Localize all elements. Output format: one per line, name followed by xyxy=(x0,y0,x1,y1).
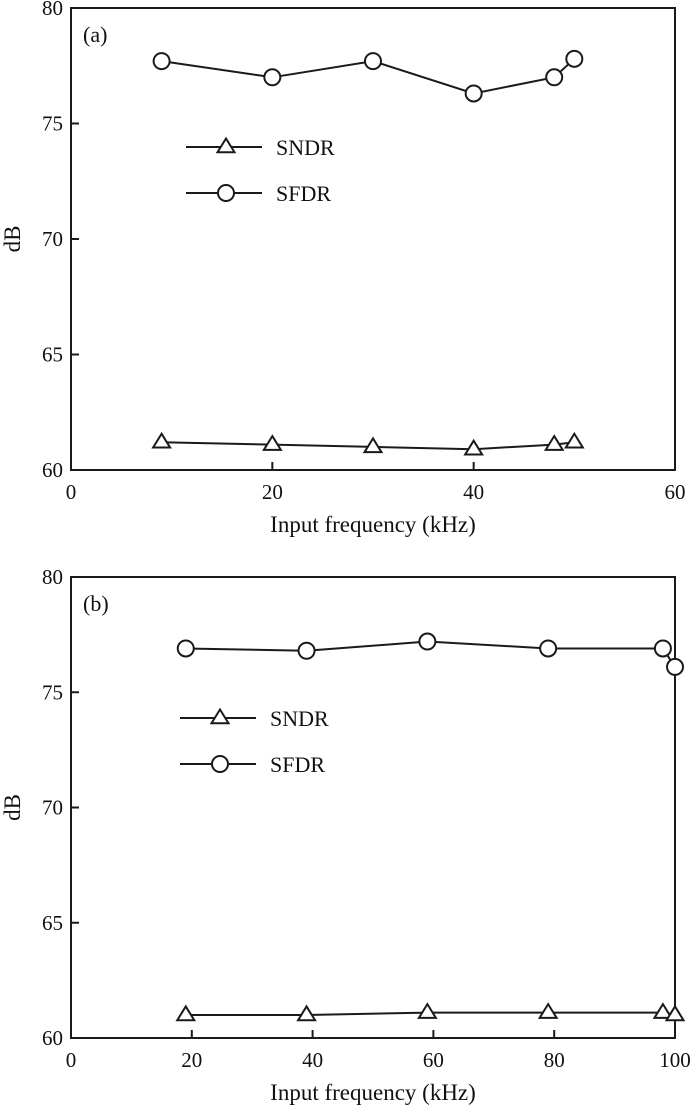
y-axis-label: dB xyxy=(0,226,25,253)
y-tick-label: 65 xyxy=(42,343,63,367)
y-tick-label: 75 xyxy=(42,680,63,704)
x-tick-label: 80 xyxy=(544,1048,565,1072)
legend-marker-sndr xyxy=(215,136,237,154)
x-tick-label: 60 xyxy=(665,480,686,504)
data-point-sfdr xyxy=(545,68,564,87)
data-point-sfdr xyxy=(666,657,684,676)
data-point-sndr xyxy=(417,1002,438,1019)
y-axis-label: dB xyxy=(0,794,25,821)
legend-label: SNDR xyxy=(270,706,329,731)
legend-label: SFDR xyxy=(276,181,331,206)
y-tick-label: 60 xyxy=(42,1026,63,1050)
data-point-sndr xyxy=(296,1004,317,1022)
series-sfdr xyxy=(152,49,584,103)
data-point-sfdr xyxy=(263,68,282,87)
data-point-sfdr xyxy=(539,639,558,658)
series-sndr xyxy=(151,431,585,456)
legend-item-sfdr: SFDR xyxy=(186,181,331,206)
y-tick-label: 75 xyxy=(42,112,63,136)
data-point-sndr xyxy=(652,1002,674,1019)
y-tick-label: 60 xyxy=(42,458,63,482)
legend-label: SNDR xyxy=(276,135,335,160)
x-tick-label: 40 xyxy=(463,480,484,504)
x-tick-label: 20 xyxy=(262,480,283,504)
y-tick-label: 80 xyxy=(42,565,63,589)
x-tick-label: 60 xyxy=(423,1048,444,1072)
y-tick-label: 65 xyxy=(42,911,63,935)
legend-item-sndr: SNDR xyxy=(186,135,335,160)
y-tick-label: 70 xyxy=(42,796,63,820)
data-point-sndr xyxy=(175,1004,197,1022)
legend-marker-sfdr xyxy=(217,184,235,202)
data-point-sndr xyxy=(537,1002,559,1019)
data-point-sfdr xyxy=(653,639,672,658)
series-sndr xyxy=(175,1002,686,1022)
chart-panel-a: 60 65 70 75 80 0 20 40 60 Input frequency (kHz) dB… xyxy=(0,0,686,537)
y-tick-label: 70 xyxy=(42,227,63,251)
data-point-sfdr xyxy=(464,84,483,103)
data-point-sfdr xyxy=(176,639,195,658)
x-axis-label: Input frequency (kHz) xyxy=(270,512,476,537)
plot-frame xyxy=(70,7,676,471)
legend-item-sfdr: SFDR xyxy=(180,752,325,777)
legend-label: SFDR xyxy=(270,752,325,777)
y-tick-label: 80 xyxy=(42,0,63,20)
panel-label: (b) xyxy=(83,591,109,616)
x-tick-label: 0 xyxy=(66,1048,77,1072)
data-point-sndr xyxy=(543,434,565,451)
x-tick-label: 100 xyxy=(659,1048,691,1072)
data-point-sndr xyxy=(262,434,283,451)
data-point-sfdr xyxy=(152,52,171,71)
series-sfdr xyxy=(176,632,684,676)
chart-panel-b: 60 65 70 75 80 0 20 40 60 80 100 Input frequency (k… xyxy=(0,565,691,1105)
legend-marker-sndr xyxy=(209,707,231,725)
panel-label: (a) xyxy=(83,22,107,47)
legend-marker-sfdr xyxy=(211,755,229,773)
x-tick-label: 0 xyxy=(66,480,77,504)
x-tick-label: 40 xyxy=(302,1048,323,1072)
data-point-sfdr xyxy=(297,641,316,660)
data-point-sfdr xyxy=(418,632,437,651)
data-point-sndr xyxy=(151,431,172,449)
x-tick-label: 20 xyxy=(181,1048,202,1072)
data-point-sndr xyxy=(564,431,585,449)
legend-item-sndr: SNDR xyxy=(180,706,329,731)
x-axis-label: Input frequency (kHz) xyxy=(270,1080,476,1105)
data-point-sfdr xyxy=(565,49,584,68)
data-point-sndr xyxy=(362,436,384,454)
data-point-sfdr xyxy=(364,52,382,71)
data-point-sndr xyxy=(664,1004,686,1022)
data-point-sndr xyxy=(463,438,484,456)
